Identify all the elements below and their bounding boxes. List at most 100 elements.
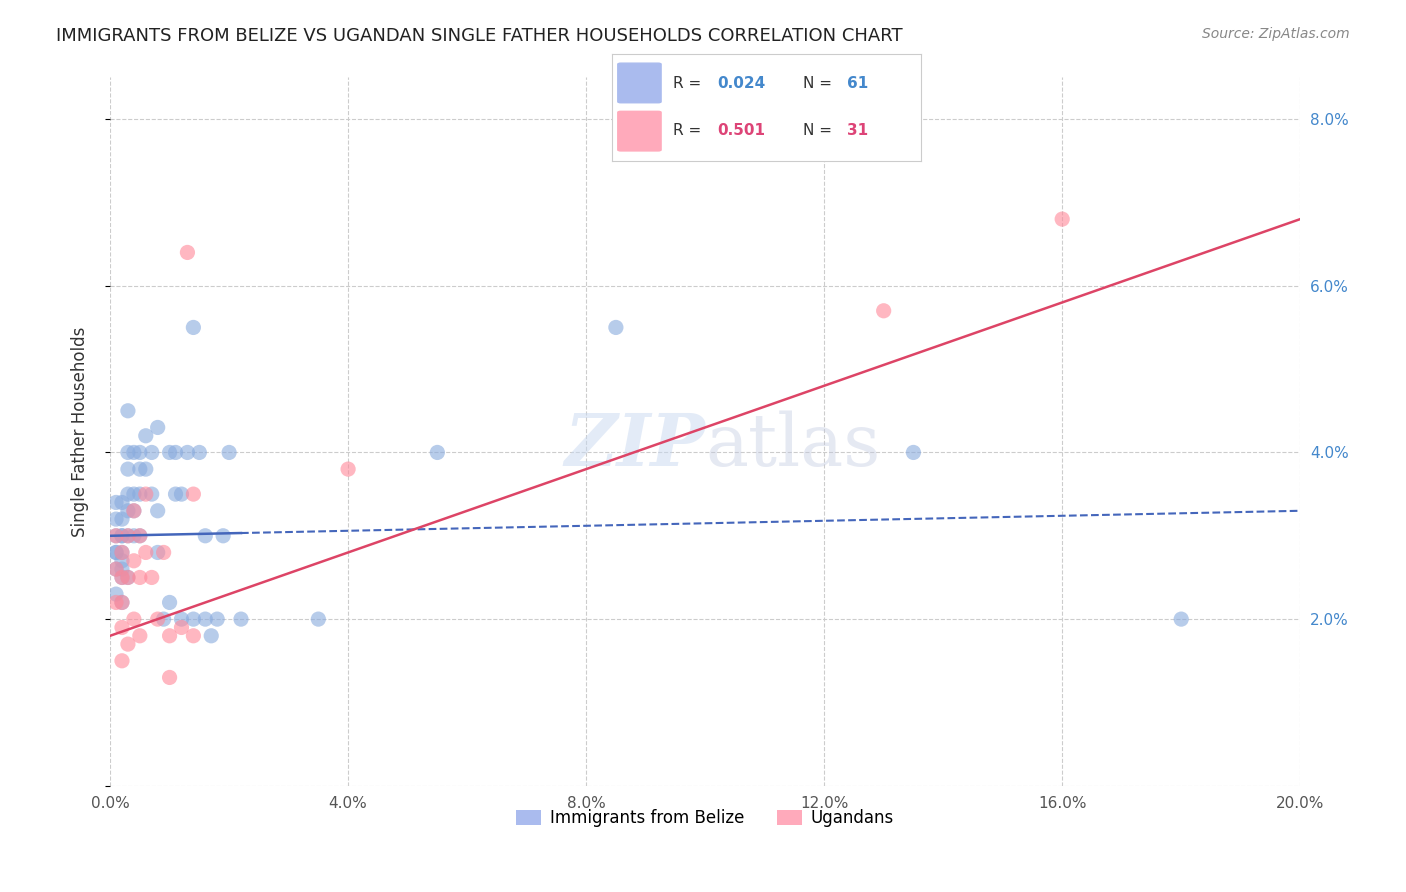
Text: 31: 31 [846,123,868,138]
Y-axis label: Single Father Households: Single Father Households [72,326,89,537]
Point [117,445,139,459]
Point [105,587,128,601]
Point [176,245,198,260]
Point [111,554,134,568]
Text: ZIP: ZIP [564,410,706,482]
Point [605,320,627,334]
Point [146,545,169,559]
Point [111,529,134,543]
Point [111,570,134,584]
Text: R =: R = [673,76,707,91]
Point [141,487,163,501]
Point [122,612,145,626]
Point [111,512,134,526]
Point [105,495,128,509]
Point [183,629,205,643]
Point [117,504,139,518]
Point [872,303,894,318]
Point [135,429,157,443]
Point [128,629,150,643]
Point [188,445,211,459]
Point [135,462,157,476]
Point [111,529,134,543]
Point [122,554,145,568]
Point [135,545,157,559]
Legend: Immigrants from Belize, Ugandans: Immigrants from Belize, Ugandans [509,803,901,834]
Point [105,562,128,576]
Point [307,612,329,626]
Point [135,487,157,501]
Point [159,445,181,459]
Text: 0.024: 0.024 [717,76,765,91]
Point [105,595,128,609]
Point [152,612,174,626]
Point [1050,212,1073,227]
FancyBboxPatch shape [617,63,661,103]
Point [122,504,145,518]
Point [146,420,169,434]
Point [122,504,145,518]
Point [170,487,193,501]
Point [111,562,134,576]
Point [128,462,150,476]
Point [146,504,169,518]
Point [111,495,134,509]
Point [176,445,198,459]
Point [128,529,150,543]
Point [128,487,150,501]
Point [117,529,139,543]
Point [200,629,222,643]
Point [146,612,169,626]
Point [183,320,205,334]
Point [141,570,163,584]
Point [165,445,187,459]
Point [170,612,193,626]
Text: Source: ZipAtlas.com: Source: ZipAtlas.com [1202,27,1350,41]
Point [170,620,193,634]
Point [117,570,139,584]
Text: N =: N = [803,123,837,138]
Point [111,570,134,584]
Text: IMMIGRANTS FROM BELIZE VS UGANDAN SINGLE FATHER HOUSEHOLDS CORRELATION CHART: IMMIGRANTS FROM BELIZE VS UGANDAN SINGLE… [56,27,903,45]
Point [165,487,187,501]
Point [105,512,128,526]
Point [141,445,163,459]
Point [117,529,139,543]
Point [105,545,128,559]
Point [337,462,360,476]
Point [183,612,205,626]
Point [117,570,139,584]
Point [128,529,150,543]
Point [159,595,181,609]
Point [111,595,134,609]
Text: N =: N = [803,76,837,91]
FancyBboxPatch shape [617,112,661,151]
Point [212,529,235,543]
Point [426,445,449,459]
Point [111,595,134,609]
Point [1170,612,1192,626]
Point [159,670,181,684]
Point [159,629,181,643]
Point [117,487,139,501]
Text: 61: 61 [846,76,868,91]
Point [903,445,925,459]
Point [105,529,128,543]
Point [117,637,139,651]
Point [122,445,145,459]
Point [117,462,139,476]
Point [105,562,128,576]
Text: atlas: atlas [706,410,880,481]
Text: R =: R = [673,123,707,138]
Point [122,529,145,543]
Point [152,545,174,559]
Point [229,612,252,626]
Point [117,404,139,418]
Point [111,620,134,634]
Point [111,654,134,668]
Point [128,445,150,459]
Point [194,612,217,626]
Point [105,529,128,543]
Point [218,445,240,459]
Point [111,545,134,559]
